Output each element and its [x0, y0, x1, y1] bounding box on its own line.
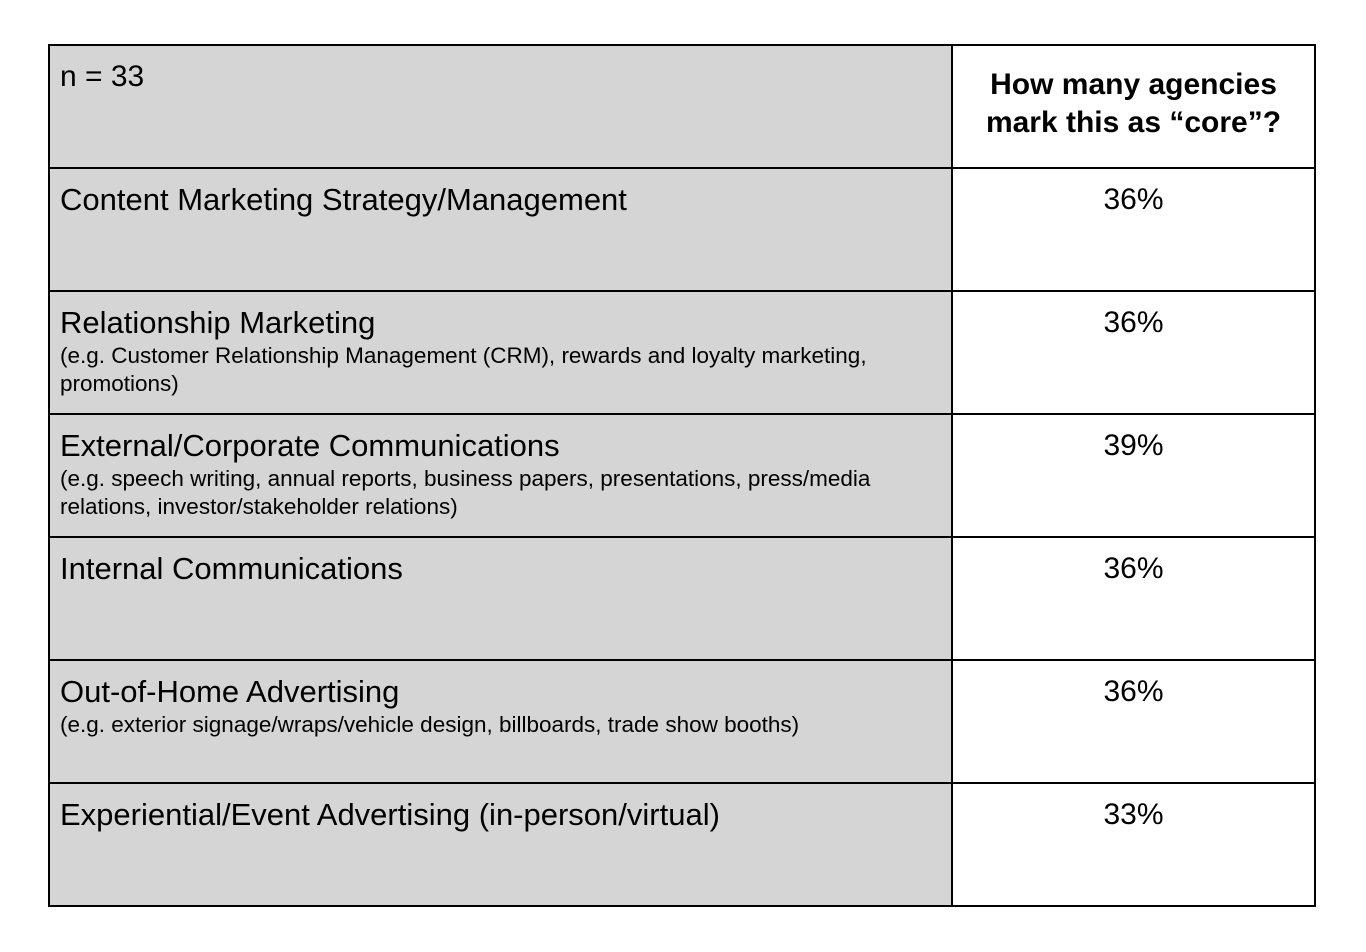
value-column-header-cell: How many agencies mark this as “core”? [951, 44, 1316, 169]
service-cell: Experiential/Event Advertising (in-perso… [48, 782, 953, 907]
percentage-value: 39% [1103, 429, 1164, 462]
service-title: Internal Communications [60, 551, 403, 586]
percentage-value: 33% [1103, 798, 1164, 831]
sample-size-label: n = 33 [60, 60, 145, 93]
table-row: Content Marketing Strategy/Management 36… [48, 167, 1316, 292]
sample-size-cell: n = 33 [48, 44, 953, 169]
percentage-value: 36% [1103, 552, 1164, 585]
core-services-table: n = 33 How many agencies mark this as “c… [48, 44, 1316, 907]
table-row: Internal Communications 36% [48, 536, 1316, 661]
table-row: Out-of-Home Advertising (e.g. exterior s… [48, 659, 1316, 784]
percentage-value: 36% [1103, 675, 1164, 708]
percentage-cell: 36% [951, 290, 1316, 415]
percentage-cell: 39% [951, 413, 1316, 538]
percentage-cell: 36% [951, 167, 1316, 292]
service-cell: External/Corporate Communications (e.g. … [48, 413, 953, 538]
service-title: Experiential/Event Advertising (in-perso… [60, 797, 720, 832]
table-row: Experiential/Event Advertising (in-perso… [48, 782, 1316, 907]
service-cell: Out-of-Home Advertising (e.g. exterior s… [48, 659, 953, 784]
service-title: External/Corporate Communications [60, 428, 560, 463]
service-cell: Internal Communications [48, 536, 953, 661]
percentage-cell: 36% [951, 536, 1316, 661]
table-row: External/Corporate Communications (e.g. … [48, 413, 1316, 538]
service-title: Content Marketing Strategy/Management [60, 182, 627, 217]
service-note: (e.g. exterior signage/wraps/vehicle des… [60, 712, 800, 737]
service-cell: Relationship Marketing (e.g. Customer Re… [48, 290, 953, 415]
percentage-cell: 36% [951, 659, 1316, 784]
table-header-row: n = 33 How many agencies mark this as “c… [48, 44, 1316, 169]
percentage-value: 36% [1103, 306, 1164, 339]
value-column-header: How many agencies mark this as “core”? [985, 67, 1282, 139]
service-cell: Content Marketing Strategy/Management [48, 167, 953, 292]
table-row: Relationship Marketing (e.g. Customer Re… [48, 290, 1316, 415]
percentage-value: 36% [1103, 183, 1164, 216]
service-title: Out-of-Home Advertising [60, 674, 400, 709]
percentage-cell: 33% [951, 782, 1316, 907]
service-title: Relationship Marketing [60, 305, 376, 340]
service-note: (e.g. speech writing, annual reports, bu… [60, 466, 871, 519]
service-note: (e.g. Customer Relationship Management (… [60, 343, 867, 396]
